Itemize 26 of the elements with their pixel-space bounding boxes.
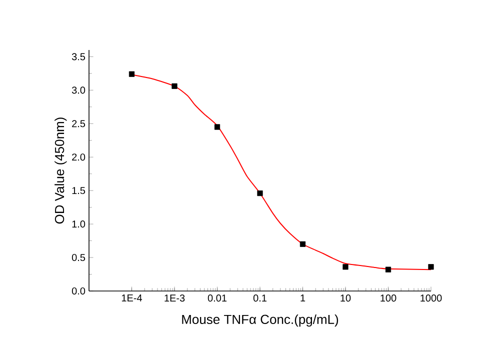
point: [214, 124, 220, 130]
x-tick-label: 1: [300, 294, 306, 302]
point: [428, 264, 434, 270]
y-tick-label: 2.0: [72, 154, 86, 161]
point: [172, 83, 178, 89]
x-tick-label: 10: [340, 294, 351, 302]
x-tick-label: 1E-4: [122, 294, 142, 302]
y-tick-label: 0.5: [72, 254, 86, 262]
x-tick-label: 100: [380, 294, 396, 302]
x-tick-label: 0.01: [208, 294, 226, 302]
y-axis-title: OD Value (450nm): [54, 118, 67, 224]
y-tick-label: 1.0: [72, 220, 86, 228]
point: [385, 266, 392, 272]
y-tick-label: 0.0: [72, 287, 86, 295]
x-tick-label: 1000: [420, 294, 442, 302]
y-tick-label: 2.5: [72, 120, 86, 128]
y-tick-label: 1.5: [72, 187, 86, 194]
point: [300, 241, 306, 247]
point: [342, 264, 348, 270]
x-axis-title: Mouse TNFα Conc.(pg/mL): [182, 314, 338, 327]
y-tick-label: 3.5: [72, 53, 86, 60]
x-tick-label: 0.1: [253, 294, 266, 302]
point: [128, 71, 135, 77]
y-tick-label: 3.0: [72, 86, 86, 94]
x-tick-label: 1E-3: [164, 294, 185, 302]
point: [257, 190, 263, 196]
